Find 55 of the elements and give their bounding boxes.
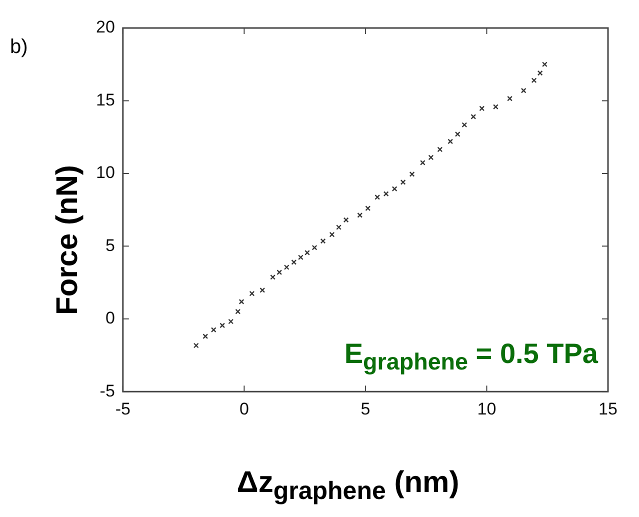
y-tick-label: 15: [96, 90, 115, 110]
point: [448, 138, 454, 144]
point: [520, 88, 526, 94]
y-tick-label: 20: [96, 18, 115, 37]
point: [260, 288, 266, 293]
point: [507, 96, 512, 102]
point: [193, 342, 199, 348]
point: [312, 244, 318, 250]
y-tick-label: 0: [105, 308, 115, 328]
point: [531, 78, 537, 84]
point: [343, 217, 349, 223]
y-tick-label: -5: [100, 381, 115, 400]
y-tick-label: 10: [96, 163, 115, 182]
point: [270, 274, 276, 280]
point: [329, 232, 335, 238]
point: [537, 70, 543, 76]
point: [400, 179, 406, 185]
point: [420, 160, 426, 166]
point: [492, 104, 498, 110]
point: [238, 298, 244, 304]
y-axis-title: Force (nN): [51, 164, 85, 317]
text: b): [10, 36, 28, 59]
x-axis-title: Δz$_{graphene}$ (nm): [236, 466, 460, 506]
x-tick-label: 0: [239, 399, 249, 418]
point: [298, 254, 304, 260]
point: [210, 327, 216, 333]
point: [202, 334, 208, 340]
x-tick-label: 5: [360, 399, 370, 418]
point: [365, 206, 371, 212]
point: [284, 264, 290, 270]
x-tick-label: 15: [598, 399, 618, 418]
point: [235, 308, 241, 314]
point: [462, 122, 468, 128]
x-tick-label: 10: [477, 399, 496, 418]
point: [470, 114, 476, 120]
point: [454, 131, 460, 137]
point: [409, 171, 415, 177]
point: [542, 62, 548, 68]
annotation: E$_{graphene}$ = 0.5 TPa: [344, 338, 598, 376]
point: [428, 154, 434, 160]
point: [374, 194, 380, 200]
point: [220, 322, 226, 328]
point: [228, 318, 234, 324]
point: [304, 250, 310, 256]
point: [383, 191, 389, 197]
point: [276, 270, 282, 276]
point: [357, 212, 363, 218]
point: [249, 290, 255, 296]
point: [437, 146, 443, 152]
point: [291, 259, 297, 265]
point: [392, 186, 398, 192]
point: [320, 238, 326, 244]
point: [336, 224, 342, 230]
point: [479, 106, 485, 112]
y-tick-label: 5: [105, 236, 115, 255]
